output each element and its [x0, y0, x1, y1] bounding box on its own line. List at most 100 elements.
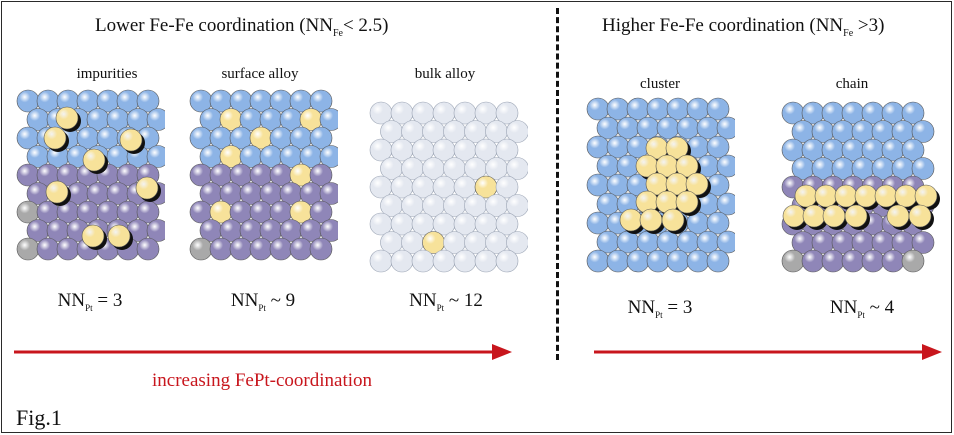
pt-atom	[801, 249, 825, 273]
fe-atom	[665, 136, 689, 160]
pt-atom	[309, 237, 333, 261]
slab-surface-alloy	[189, 89, 338, 261]
pt-atom	[309, 126, 333, 150]
pt-atom	[369, 249, 393, 273]
fe-atom	[119, 128, 143, 152]
fe-atom	[794, 184, 818, 208]
pt-atom	[706, 97, 730, 121]
pt-atom	[586, 249, 610, 273]
pt-atom	[666, 97, 690, 121]
panel-label-chain: chain	[835, 76, 869, 92]
fe-atom	[814, 184, 838, 208]
pt-atom	[495, 249, 519, 273]
fe-atom	[874, 184, 898, 208]
pt-atom	[596, 192, 620, 216]
fe-atom	[844, 204, 868, 228]
pt-atom	[716, 116, 735, 140]
pt-atom	[646, 249, 670, 273]
pt-atom	[390, 249, 414, 273]
slab-cluster	[586, 97, 735, 273]
pt-atom	[706, 135, 730, 159]
pt-atom	[636, 116, 660, 140]
pt-atom	[136, 89, 160, 113]
pt-atom	[596, 230, 620, 254]
fe-atom	[43, 126, 67, 150]
pt-atom	[474, 249, 498, 273]
pt-atom	[586, 211, 610, 235]
heading-lower-coordination: Lower Fe-Fe coordination (NNFe< 2.5)	[95, 15, 389, 39]
pt-atom	[911, 231, 935, 254]
pt-atom	[716, 230, 735, 254]
fe-atom	[82, 148, 106, 172]
slab-bulk-alloy	[369, 101, 528, 273]
pt-atom	[881, 249, 905, 273]
fe-atom	[914, 184, 938, 208]
pt-atom	[411, 249, 435, 273]
pt-atom	[495, 138, 519, 162]
pt-atom	[686, 249, 710, 273]
pt-atom	[646, 97, 670, 121]
pt-atom	[309, 200, 333, 224]
pt-atom	[36, 237, 60, 261]
fe-atom	[894, 184, 918, 208]
pt-atom	[716, 192, 735, 216]
pt-atom	[289, 237, 313, 261]
fe-atom	[685, 172, 709, 196]
arrow-lower-section	[14, 344, 512, 360]
pt-atom	[676, 230, 700, 254]
pt-atom	[606, 135, 630, 159]
pt-atom	[309, 163, 333, 187]
fe-atom	[802, 204, 826, 228]
pt-atom	[656, 116, 680, 140]
pt-atom	[626, 135, 650, 159]
pt-atom	[676, 116, 700, 140]
pt-atom	[686, 97, 710, 121]
slab-chain	[781, 101, 940, 273]
pt-atom	[432, 249, 456, 273]
pt-atom	[821, 249, 845, 273]
pt-atom	[506, 194, 528, 217]
panel-label-bulk-alloy: bulk alloy	[414, 66, 476, 82]
pt-atom	[506, 231, 528, 254]
fe-atom	[55, 106, 79, 130]
nn-label-surface-alloy: NNPt ~ 9	[230, 290, 296, 313]
fe-atom	[886, 204, 910, 228]
pt-atom	[506, 157, 528, 180]
pt-atom	[229, 237, 253, 261]
pt-atom	[269, 237, 293, 261]
fe-atom	[908, 204, 932, 228]
pt-atom	[626, 249, 650, 273]
pt-atom	[666, 249, 690, 273]
pt-atom	[606, 97, 630, 121]
pt-atom	[596, 154, 620, 178]
pt-atom	[656, 230, 680, 254]
pt-atom	[706, 249, 730, 273]
panel-label-surface-alloy: surface alloy	[221, 66, 299, 82]
pt-atom	[696, 116, 720, 140]
pt-atom	[911, 157, 935, 180]
fe-atom	[45, 180, 69, 204]
pt-atom	[716, 154, 735, 178]
pt-atom	[56, 237, 80, 261]
pt-atom	[606, 173, 630, 197]
pt-atom	[16, 237, 40, 261]
pt-atom	[596, 116, 620, 140]
fe-atom	[675, 154, 699, 178]
slab-impurities	[16, 89, 165, 261]
figure-label: Fig.1	[16, 405, 62, 430]
pt-atom	[626, 97, 650, 121]
fe-atom	[782, 204, 806, 228]
fe-atom	[675, 190, 699, 214]
pt-atom	[249, 237, 273, 261]
nn-label-cluster: NNPt = 3	[627, 297, 693, 320]
pt-atom	[606, 249, 630, 273]
arrow-higher-section	[594, 344, 942, 360]
pt-atom	[309, 89, 333, 113]
pt-atom	[586, 173, 610, 197]
pt-atom	[453, 249, 477, 273]
pt-atom	[146, 108, 165, 131]
pt-atom	[636, 230, 660, 254]
pt-atom	[616, 230, 640, 254]
pt-atom	[319, 108, 338, 131]
